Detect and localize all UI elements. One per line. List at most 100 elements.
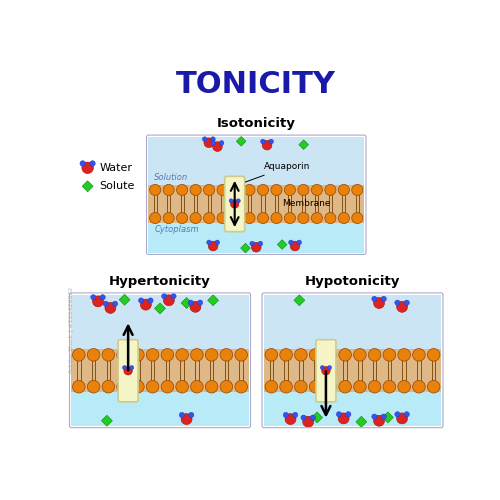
Circle shape bbox=[428, 380, 440, 393]
Circle shape bbox=[176, 348, 188, 361]
Circle shape bbox=[206, 348, 218, 361]
Circle shape bbox=[298, 212, 309, 224]
Circle shape bbox=[383, 380, 396, 393]
Polygon shape bbox=[154, 303, 166, 314]
Circle shape bbox=[105, 302, 116, 314]
Circle shape bbox=[244, 184, 255, 196]
Polygon shape bbox=[299, 140, 308, 149]
Circle shape bbox=[352, 184, 363, 196]
Circle shape bbox=[412, 380, 425, 393]
Text: Isotonicity: Isotonicity bbox=[217, 117, 296, 130]
Circle shape bbox=[235, 380, 248, 393]
Circle shape bbox=[310, 380, 322, 393]
Circle shape bbox=[202, 137, 207, 141]
Circle shape bbox=[265, 380, 278, 393]
Circle shape bbox=[294, 348, 307, 361]
Circle shape bbox=[117, 348, 130, 361]
Circle shape bbox=[210, 137, 216, 141]
Circle shape bbox=[310, 415, 316, 420]
Circle shape bbox=[220, 380, 232, 393]
Circle shape bbox=[90, 160, 96, 166]
Circle shape bbox=[140, 299, 151, 310]
Bar bbox=[264, 392, 441, 426]
Circle shape bbox=[292, 412, 298, 418]
Circle shape bbox=[294, 380, 307, 393]
Circle shape bbox=[395, 412, 400, 417]
Circle shape bbox=[310, 348, 322, 361]
Circle shape bbox=[324, 348, 336, 361]
Circle shape bbox=[265, 348, 278, 361]
Circle shape bbox=[82, 162, 94, 173]
Circle shape bbox=[190, 184, 201, 196]
Circle shape bbox=[219, 140, 224, 145]
Circle shape bbox=[396, 413, 407, 424]
Circle shape bbox=[230, 200, 239, 208]
Circle shape bbox=[339, 380, 351, 393]
Circle shape bbox=[176, 380, 188, 393]
Circle shape bbox=[211, 140, 216, 145]
Circle shape bbox=[117, 380, 130, 393]
Bar bbox=[72, 295, 248, 349]
Circle shape bbox=[297, 240, 302, 244]
Circle shape bbox=[338, 413, 349, 424]
Circle shape bbox=[374, 298, 384, 308]
Circle shape bbox=[206, 240, 212, 244]
Bar bbox=[72, 349, 248, 393]
Circle shape bbox=[220, 348, 232, 361]
Circle shape bbox=[396, 302, 407, 312]
Polygon shape bbox=[240, 244, 250, 253]
Circle shape bbox=[188, 300, 194, 306]
Circle shape bbox=[188, 412, 194, 418]
Circle shape bbox=[346, 412, 351, 417]
Circle shape bbox=[208, 241, 218, 251]
Bar bbox=[72, 349, 248, 393]
Circle shape bbox=[146, 348, 159, 361]
Circle shape bbox=[80, 160, 86, 166]
Bar bbox=[148, 185, 364, 223]
Circle shape bbox=[176, 184, 188, 196]
Circle shape bbox=[271, 212, 282, 224]
Circle shape bbox=[112, 301, 117, 306]
Circle shape bbox=[132, 348, 144, 361]
Circle shape bbox=[280, 380, 292, 393]
Circle shape bbox=[102, 380, 115, 393]
Circle shape bbox=[336, 412, 342, 417]
Circle shape bbox=[250, 241, 254, 246]
Circle shape bbox=[88, 348, 100, 361]
Circle shape bbox=[284, 184, 296, 196]
FancyBboxPatch shape bbox=[316, 340, 336, 402]
Circle shape bbox=[217, 212, 228, 224]
Circle shape bbox=[204, 138, 214, 147]
Circle shape bbox=[258, 184, 268, 196]
FancyBboxPatch shape bbox=[118, 340, 138, 402]
Text: Aquaporin: Aquaporin bbox=[246, 162, 310, 182]
Polygon shape bbox=[236, 136, 246, 146]
Circle shape bbox=[302, 416, 314, 427]
Circle shape bbox=[288, 240, 294, 244]
Circle shape bbox=[412, 348, 425, 361]
Circle shape bbox=[258, 212, 268, 224]
Circle shape bbox=[230, 212, 241, 224]
Circle shape bbox=[320, 366, 324, 370]
Circle shape bbox=[88, 380, 100, 393]
Circle shape bbox=[352, 212, 363, 224]
Circle shape bbox=[130, 366, 134, 370]
Text: Solute: Solute bbox=[99, 182, 134, 192]
Bar bbox=[264, 349, 441, 393]
Circle shape bbox=[339, 348, 351, 361]
Circle shape bbox=[252, 242, 261, 252]
Polygon shape bbox=[294, 295, 305, 306]
Circle shape bbox=[132, 380, 144, 393]
Circle shape bbox=[181, 414, 192, 424]
Circle shape bbox=[269, 139, 274, 144]
Circle shape bbox=[171, 294, 176, 299]
Circle shape bbox=[324, 380, 336, 393]
Text: Cytoplasm: Cytoplasm bbox=[154, 225, 199, 234]
Circle shape bbox=[190, 302, 201, 312]
Circle shape bbox=[271, 184, 282, 196]
Circle shape bbox=[162, 294, 167, 299]
Circle shape bbox=[328, 366, 332, 370]
Circle shape bbox=[190, 212, 201, 224]
Circle shape bbox=[298, 184, 309, 196]
Circle shape bbox=[312, 184, 322, 196]
